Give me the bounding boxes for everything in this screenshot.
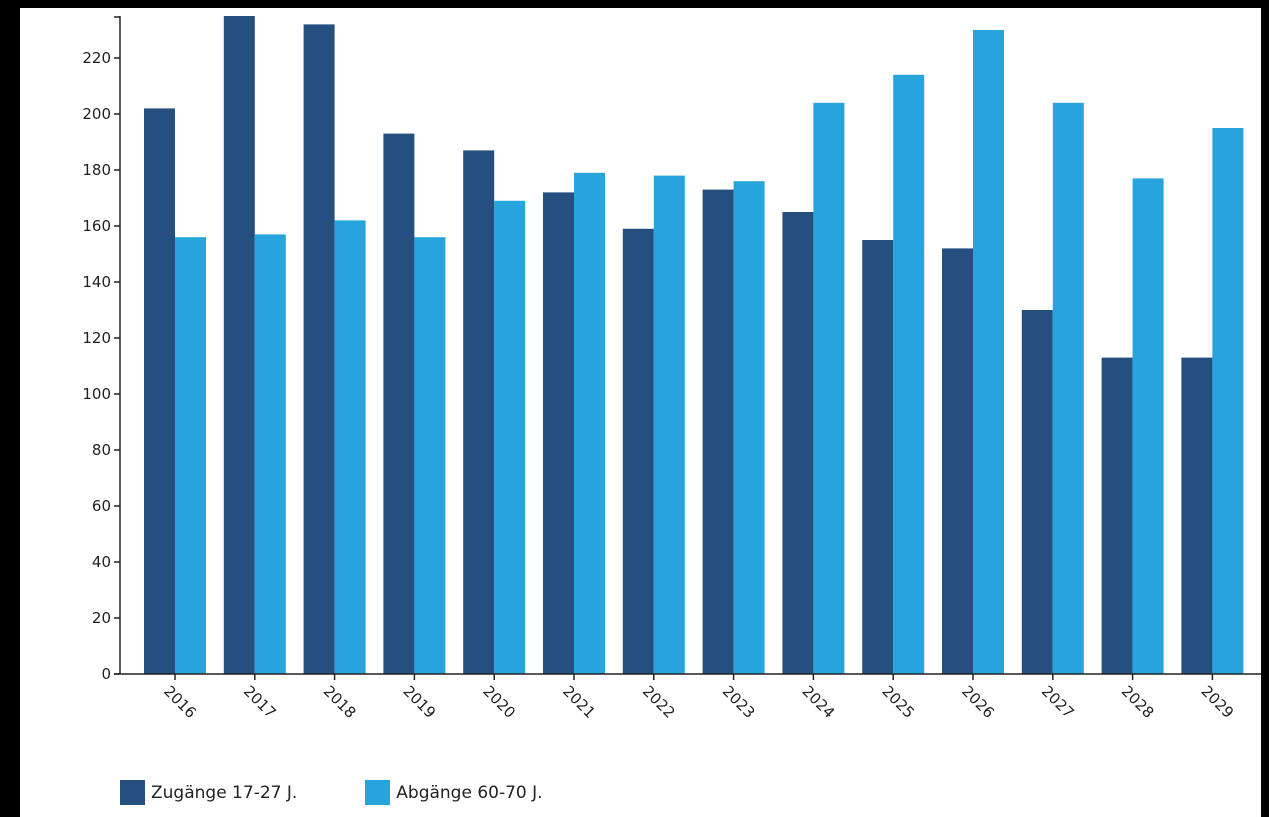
bar-abgaenge-2024 (813, 102, 845, 675)
bar-zugaenge-2021 (543, 192, 574, 674)
legend-item-series-2: Abgänge 60-70 J. (365, 780, 543, 805)
bar-zugaenge-2017 (223, 16, 255, 674)
axes-layer (114, 16, 1261, 675)
y-tick-label-60: 60 (92, 497, 111, 515)
bars-layer (144, 16, 1244, 675)
x-axis-ticks: 2016 2017 2018 2019 2020 2021 2022 2023 2024 2025… (160, 674, 1237, 722)
bar-abgaenge-2026 (973, 30, 1004, 674)
x-tick-label-2029: 2029 (1198, 682, 1238, 722)
y-tick-label-220: 220 (82, 49, 111, 67)
legend-swatch-series-2 (365, 780, 391, 805)
bar-zugaenge-2025 (862, 240, 894, 674)
x-tick-label-2023: 2023 (719, 682, 759, 722)
y-tick-label-140: 140 (82, 273, 111, 291)
bar-abgaenge-2025 (893, 74, 925, 675)
legend: Zugänge 17-27 J. Abgänge 60-70 J. (120, 780, 611, 805)
x-tick-label-2028: 2028 (1118, 682, 1158, 722)
bar-abgaenge-2022 (653, 175, 685, 674)
y-tick-label-160: 160 (82, 217, 111, 235)
bar-zugaenge-2028 (1101, 357, 1133, 674)
bar-zugaenge-2026 (942, 248, 973, 674)
bar-abgaenge-2020 (494, 200, 526, 675)
y-tick-label-120: 120 (82, 329, 111, 347)
x-tick-label-2022: 2022 (639, 682, 679, 722)
y-tick-label-180: 180 (82, 161, 111, 179)
bar-zugaenge-2023 (702, 189, 734, 674)
bar-abgaenge-2017 (254, 234, 286, 674)
bar-abgaenge-2028 (1132, 178, 1164, 674)
bar-zugaenge-2029 (1181, 357, 1213, 674)
bar-abgaenge-2016 (175, 237, 206, 674)
x-tick-label-2018: 2018 (320, 682, 360, 722)
x-tick-label-2016: 2016 (160, 682, 200, 722)
legend-label-series-2: Abgänge 60-70 J. (396, 782, 543, 803)
y-tick-label-40: 40 (92, 553, 111, 571)
y-axis-ticks: 0 20 40 60 80 100 120 140 160 180 200 220 (82, 49, 120, 683)
bar-zugaenge-2022 (622, 228, 654, 675)
bar-abgaenge-2029 (1212, 128, 1244, 674)
x-tick-label-2021: 2021 (559, 682, 599, 722)
x-tick-label-2027: 2027 (1038, 682, 1078, 722)
bar-abgaenge-2021 (574, 172, 605, 675)
bar-abgaenge-2023 (733, 181, 765, 674)
bar-zugaenge-2018 (303, 24, 335, 674)
bar-zugaenge-2020 (463, 150, 495, 674)
y-tick-label-100: 100 (82, 385, 111, 403)
bar-zugaenge-2019 (383, 133, 415, 675)
y-tick-label-200: 200 (82, 105, 111, 123)
bar-abgaenge-2027 (1052, 102, 1084, 675)
bar-zugaenge-2024 (782, 212, 814, 674)
chart-frame: 0 20 40 60 80 100 120 140 160 180 200 220 2016 2017 2… (20, 8, 1261, 817)
x-tick-label-2019: 2019 (400, 682, 440, 722)
y-tick-label-80: 80 (92, 441, 111, 459)
x-tick-label-2026: 2026 (958, 682, 998, 722)
x-tick-label-2024: 2024 (799, 682, 839, 722)
legend-label-series-1: Zugänge 17-27 J. (151, 782, 298, 803)
bar-zugaenge-2016 (144, 108, 175, 674)
bar-abgaenge-2018 (334, 220, 366, 674)
bar-zugaenge-2027 (1021, 310, 1053, 674)
x-tick-label-2020: 2020 (479, 682, 519, 722)
y-tick-label-20: 20 (92, 609, 111, 627)
bar-abgaenge-2019 (414, 237, 446, 674)
y-tick-label-0: 0 (101, 665, 111, 683)
legend-swatch-series-1 (120, 780, 145, 805)
legend-item-series-1: Zugänge 17-27 J. (120, 780, 297, 805)
x-tick-label-2025: 2025 (878, 682, 918, 722)
x-tick-label-2017: 2017 (240, 682, 280, 722)
